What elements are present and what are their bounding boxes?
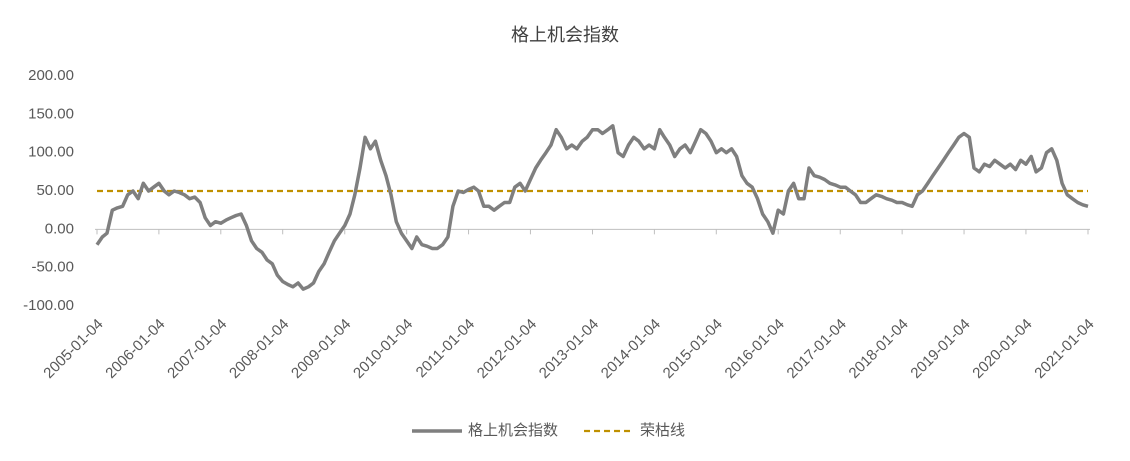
x-tick-label: 2005-01-04 — [40, 316, 106, 382]
x-tick-label: 2016-01-04 — [722, 316, 788, 382]
x-tick-label: 2009-01-04 — [288, 316, 354, 382]
x-tick-label: 2008-01-04 — [226, 316, 292, 382]
y-tick-label: -100.00 — [23, 297, 74, 314]
y-tick-label: -50.00 — [31, 259, 74, 276]
x-tick-label: 2011-01-04 — [413, 316, 478, 381]
x-tick-label: 2015-01-04 — [660, 316, 726, 382]
x-tick-label: 2013-01-04 — [536, 316, 602, 382]
data-line — [95, 124, 1089, 291]
y-tick-label: 50.00 — [36, 182, 74, 199]
legend-label: 荣枯线 — [640, 422, 685, 439]
x-tick-label: 2012-01-04 — [474, 316, 540, 382]
y-tick-label: 100.00 — [28, 144, 74, 161]
x-tick-label: 2019-01-04 — [907, 316, 973, 382]
x-tick-label: 2020-01-04 — [969, 316, 1035, 382]
x-tick-label: 2021-01-04 — [1031, 316, 1097, 382]
legend-label: 格上机会指数 — [468, 422, 558, 439]
x-tick-label: 2018-01-04 — [845, 316, 911, 382]
x-tick-label: 2006-01-04 — [102, 316, 168, 382]
x-tick-label: 2014-01-04 — [598, 316, 664, 382]
x-tick-label: 2010-01-04 — [350, 316, 416, 382]
chart-title: 格上机会指数 — [511, 25, 619, 45]
y-tick-label: 200.00 — [28, 67, 74, 84]
y-tick-label: 0.00 — [45, 220, 74, 237]
x-tick-label: 2007-01-04 — [164, 316, 230, 382]
x-tick-label: 2017-01-04 — [784, 316, 850, 382]
y-tick-label: 150.00 — [28, 105, 74, 122]
